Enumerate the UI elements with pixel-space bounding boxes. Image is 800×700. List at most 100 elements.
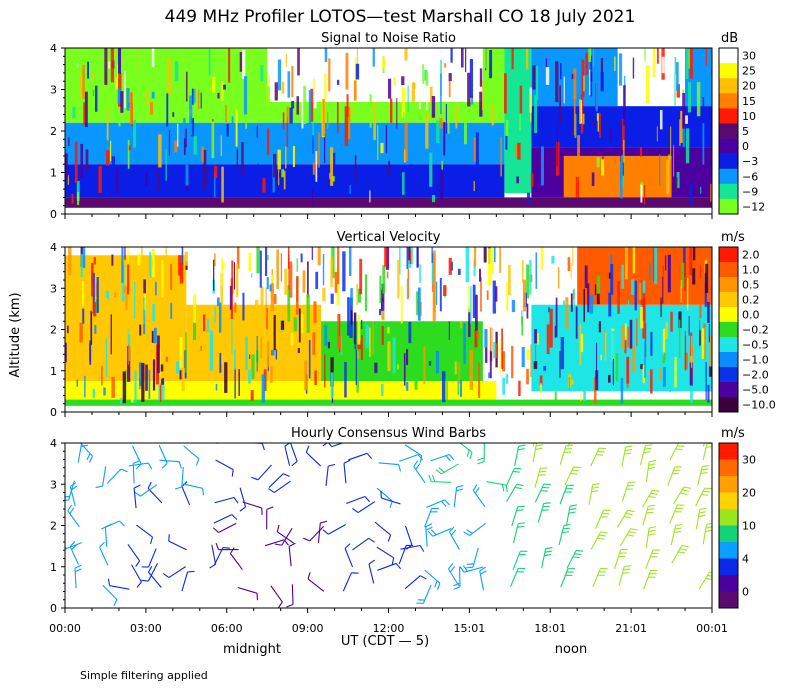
- texture-streak: [548, 307, 550, 313]
- y-tick-label: 4: [50, 437, 57, 450]
- texture-streak: [369, 190, 371, 203]
- texture-streak: [508, 264, 511, 296]
- texture-streak: [486, 290, 489, 300]
- texture-streak: [356, 48, 359, 77]
- texture-streak: [121, 264, 125, 302]
- texture-streak: [701, 328, 705, 360]
- texture-streak: [103, 387, 106, 396]
- wind-barb: [133, 484, 141, 509]
- texture-streak: [277, 59, 282, 91]
- texture-streak: [705, 263, 709, 294]
- wind-barb: [479, 566, 487, 591]
- texture-streak: [678, 319, 681, 358]
- texture-streak: [448, 73, 452, 82]
- texture-streak: [502, 351, 505, 372]
- colorbar-label: 25: [742, 65, 756, 78]
- texture-streak: [118, 114, 121, 127]
- texture-streak: [221, 354, 223, 365]
- texture-streak: [65, 153, 68, 179]
- texture-streak: [406, 381, 409, 391]
- wind-barb: [565, 504, 577, 526]
- texture-streak: [457, 268, 461, 275]
- texture-streak: [645, 65, 650, 104]
- wind-barb: [107, 578, 130, 590]
- texture-streak: [511, 48, 514, 70]
- texture-streak: [519, 85, 523, 114]
- colorbar-label: 1.0: [742, 264, 760, 277]
- texture-streak: [193, 311, 197, 340]
- texture-streak: [600, 72, 604, 92]
- texture-streak: [77, 192, 80, 206]
- texture-streak: [260, 286, 264, 310]
- texture-streak: [596, 120, 598, 146]
- texture-streak: [145, 364, 148, 391]
- texture-streak: [601, 159, 605, 176]
- texture-streak: [298, 308, 301, 343]
- texture-streak: [183, 117, 186, 139]
- texture-streak: [87, 61, 89, 79]
- texture-streak: [215, 383, 218, 391]
- texture-streak: [673, 145, 675, 177]
- texture-streak: [346, 94, 349, 117]
- texture-streak: [259, 250, 262, 288]
- wind-barb: [288, 542, 296, 567]
- texture-streak: [222, 263, 225, 270]
- texture-streak: [174, 61, 179, 81]
- texture-streak: [539, 375, 543, 386]
- texture-streak: [702, 97, 705, 137]
- wind-barb: [567, 443, 571, 448]
- texture-streak: [300, 253, 303, 263]
- texture-streak: [273, 294, 277, 304]
- texture-streak: [399, 247, 401, 275]
- texture-streak: [473, 137, 477, 162]
- texture-streak: [448, 321, 450, 340]
- texture-streak: [312, 162, 315, 175]
- wind-barb: [251, 464, 272, 481]
- texture-streak: [356, 342, 359, 349]
- texture-streak: [431, 195, 436, 203]
- texture-streak: [338, 314, 340, 337]
- texture-streak: [208, 101, 211, 114]
- texture-streak: [620, 377, 624, 404]
- texture-streak: [570, 293, 573, 312]
- texture-streak: [94, 85, 98, 112]
- texture-streak: [596, 157, 600, 168]
- texture-streak: [572, 247, 574, 267]
- texture-streak: [446, 365, 448, 401]
- plot-area: [65, 443, 712, 608]
- texture-streak: [573, 68, 577, 100]
- texture-streak: [624, 247, 628, 280]
- texture-streak: [532, 65, 536, 90]
- texture-streak: [266, 341, 270, 368]
- texture-streak: [101, 365, 103, 386]
- wind-barb: [266, 506, 274, 530]
- texture-streak: [580, 100, 582, 124]
- texture-streak: [610, 263, 614, 295]
- texture-streak: [291, 100, 295, 109]
- wind-barb: [95, 466, 107, 489]
- texture-streak: [689, 48, 693, 79]
- texture-streak: [682, 93, 686, 129]
- texture-streak: [282, 112, 285, 130]
- texture-streak: [197, 89, 200, 110]
- texture-streak: [407, 260, 412, 268]
- texture-streak: [592, 48, 595, 67]
- texture-streak: [293, 317, 298, 332]
- texture-streak: [617, 281, 620, 314]
- texture-streak: [609, 128, 612, 143]
- texture-streak: [439, 278, 442, 312]
- colorbar-swatch: [719, 382, 738, 398]
- texture-streak: [318, 132, 320, 168]
- texture-streak: [350, 288, 353, 306]
- texture-streak: [444, 63, 447, 68]
- texture-streak: [707, 384, 710, 403]
- texture-streak: [126, 88, 130, 111]
- texture-streak: [448, 257, 452, 275]
- texture-streak: [568, 377, 571, 391]
- texture-streak: [387, 327, 390, 334]
- texture-streak: [165, 356, 169, 362]
- texture-streak: [645, 323, 647, 357]
- x-tick-label: 21:01: [615, 622, 647, 635]
- panel-title: Hourly Consensus Wind Barbs: [291, 426, 486, 441]
- texture-streak: [242, 292, 245, 321]
